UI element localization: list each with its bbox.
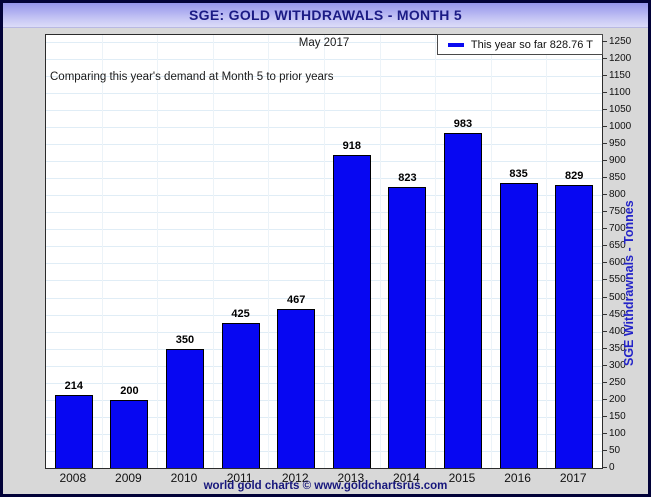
x-label-2012: 2012 xyxy=(281,471,309,485)
y-tick-1100: 1100 xyxy=(602,87,631,98)
gridline xyxy=(101,35,103,468)
legend-marker-icon xyxy=(447,42,464,47)
gridline xyxy=(324,35,325,468)
y-tick-250: 250 xyxy=(602,377,626,388)
y-tick-200: 200 xyxy=(602,394,626,405)
plot-area: May 2017 Comparing this year's demand at… xyxy=(45,34,603,469)
y-tick-100: 100 xyxy=(602,428,626,439)
y-tick-1050: 1050 xyxy=(602,104,631,115)
bar-2014 xyxy=(388,187,427,468)
chart-area: May 2017 Comparing this year's demand at… xyxy=(3,28,648,496)
bar-2010 xyxy=(166,348,204,468)
chart-annotation: Comparing this year's demand at Month 5 … xyxy=(50,71,334,83)
x-label-2010: 2010 xyxy=(170,471,198,485)
y-tick-500: 500 xyxy=(602,292,626,303)
y-tick-550: 550 xyxy=(602,274,626,285)
footer-credit[interactable]: world gold charts © www.goldchartsrus.co… xyxy=(203,480,448,492)
y-tick-1000: 1000 xyxy=(602,121,631,132)
y-tick-150: 150 xyxy=(602,411,626,422)
gridline xyxy=(157,35,159,468)
y-tick-700: 700 xyxy=(602,223,626,234)
bar-2013 xyxy=(332,155,371,468)
x-label-2015: 2015 xyxy=(448,471,476,485)
bar-2008 xyxy=(54,395,93,468)
y-tick-1200: 1200 xyxy=(602,53,631,64)
bar-value-2010: 350 xyxy=(175,333,195,346)
bar-value-2011: 425 xyxy=(231,308,250,321)
y-tick-50: 50 xyxy=(602,445,620,456)
bar-value-2008: 214 xyxy=(64,380,83,393)
x-axis: 2008 2009 2010 2011 2012 2013 2014 2015 2016 2017 xyxy=(45,471,601,487)
title-bar: SGE: GOLD WITHDRAWALS - MONTH 5 xyxy=(3,3,648,28)
gridline xyxy=(546,35,548,468)
gridline xyxy=(212,35,214,468)
bar-2016 xyxy=(499,183,538,468)
bar-value-2015: 983 xyxy=(453,117,473,130)
y-tick-0: 0 xyxy=(602,462,615,473)
y-tick-800: 800 xyxy=(602,189,626,200)
bar-value-2016: 835 xyxy=(509,168,528,181)
bar-value-2014: 823 xyxy=(398,172,417,185)
x-label-2014: 2014 xyxy=(393,471,420,485)
y-tick-950: 950 xyxy=(602,138,626,149)
bar-value-2013: 918 xyxy=(342,140,361,152)
chart-subtitle: May 2017 xyxy=(298,37,350,49)
y-tick-1250: 1250 xyxy=(602,36,631,47)
y-tick-900: 900 xyxy=(602,155,626,166)
y-tick-750: 750 xyxy=(602,206,626,217)
x-label-2009: 2009 xyxy=(115,471,142,485)
bar-value-2009: 200 xyxy=(120,384,139,397)
y-tick-350: 350 xyxy=(602,343,626,354)
gridline xyxy=(379,35,381,468)
legend: This year so far 828.76 T xyxy=(436,34,603,55)
y-tick-1150: 1150 xyxy=(602,70,631,81)
bar-2015 xyxy=(444,132,482,468)
x-label-2008: 2008 xyxy=(59,471,87,485)
bar-2012 xyxy=(277,308,316,468)
y-axis: 0 50 100 150 200 250 300 350 400 450 500 550 600 650 7… xyxy=(602,34,646,473)
chart-window: SGE: GOLD WITHDRAWALS - MONTH 5 May 2017… xyxy=(3,3,648,494)
bar-2009 xyxy=(110,399,149,468)
y-tick-450: 450 xyxy=(602,309,626,320)
y-tick-300: 300 xyxy=(602,360,626,371)
chart-title: SGE: GOLD WITHDRAWALS - MONTH 5 xyxy=(189,7,462,23)
x-label-2016: 2016 xyxy=(504,471,531,485)
gridline xyxy=(490,35,492,468)
y-tick-600: 600 xyxy=(602,257,626,268)
gridline xyxy=(435,35,437,468)
x-label-2017: 2017 xyxy=(559,471,587,485)
y-tick-650: 650 xyxy=(602,240,626,251)
bar-value-2017: 829 xyxy=(565,170,584,183)
bar-2011 xyxy=(221,323,260,468)
y-tick-400: 400 xyxy=(602,326,626,337)
legend-label: This year so far 828.76 T xyxy=(470,38,593,51)
x-label-2013: 2013 xyxy=(337,471,365,485)
y-axis-title: SGE Withdrawnals - Tonnes xyxy=(622,200,636,366)
y-tick-850: 850 xyxy=(602,172,626,183)
gridline xyxy=(268,35,270,468)
bar-2017 xyxy=(555,185,594,468)
bar-value-2012: 467 xyxy=(287,293,306,306)
x-label-2011: 2011 xyxy=(226,471,253,485)
